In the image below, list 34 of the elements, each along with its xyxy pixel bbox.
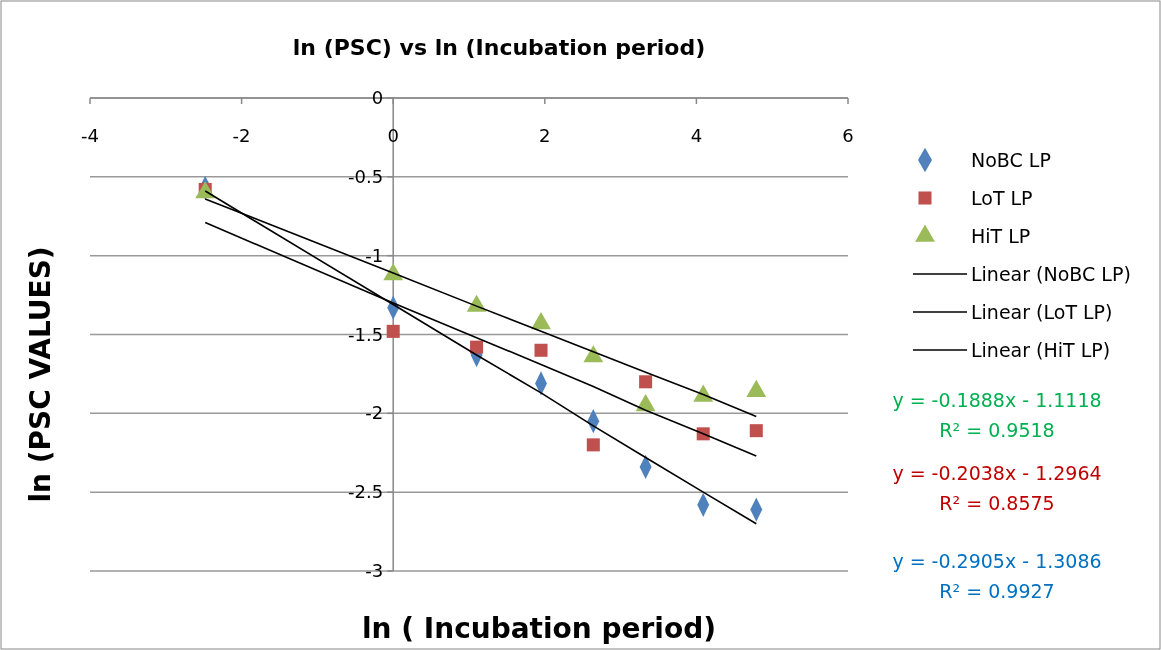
legend-label: Linear (NoBC LP) (971, 263, 1131, 285)
y-tick-label: 0 (371, 87, 384, 108)
point (386, 324, 400, 338)
x-tick-label: 6 (842, 125, 854, 146)
y-tick-label: -2 (365, 402, 384, 424)
x-tick-label: -2 (232, 125, 251, 146)
y-axis-title: ln (PSC VALUES) (24, 246, 57, 503)
y-tick-label: -1 (365, 244, 384, 266)
chart-title: ln (PSC) vs ln (Incubation period) (292, 35, 706, 60)
legend-label: Linear (LoT LP) (971, 301, 1113, 323)
text: R² = 0.8575 (939, 492, 1055, 514)
y-tick-label: -3 (365, 560, 384, 581)
x-axis-title: ln ( Incubation period) (361, 612, 717, 645)
text: R² = 0.9518 (939, 419, 1055, 441)
text: y = -0.1888x - 1.1118 (892, 389, 1102, 411)
x-tick-label: 2 (539, 125, 551, 146)
legend-label: HiT LP (971, 225, 1031, 247)
y-tick-label: -0.5 (348, 165, 384, 187)
point (586, 438, 600, 452)
legend-label: LoT LP (971, 187, 1033, 209)
point (749, 424, 763, 438)
y-tick-label: -1.5 (348, 323, 384, 345)
text: R² = 0.9927 (939, 580, 1055, 602)
x-tick-label: -4 (81, 125, 99, 146)
legend-label: NoBC LP (971, 149, 1051, 171)
x-tick-label: 4 (690, 125, 703, 146)
legend-label: Linear (HiT LP) (971, 339, 1111, 361)
text: y = -0.2905x - 1.3086 (892, 550, 1102, 572)
point (639, 375, 653, 389)
point (534, 343, 548, 357)
point (470, 340, 484, 354)
x-tick-label: 0 (387, 125, 399, 146)
text: y = -0.2038x - 1.2964 (892, 462, 1102, 484)
y-tick-label: -2.5 (348, 481, 384, 503)
